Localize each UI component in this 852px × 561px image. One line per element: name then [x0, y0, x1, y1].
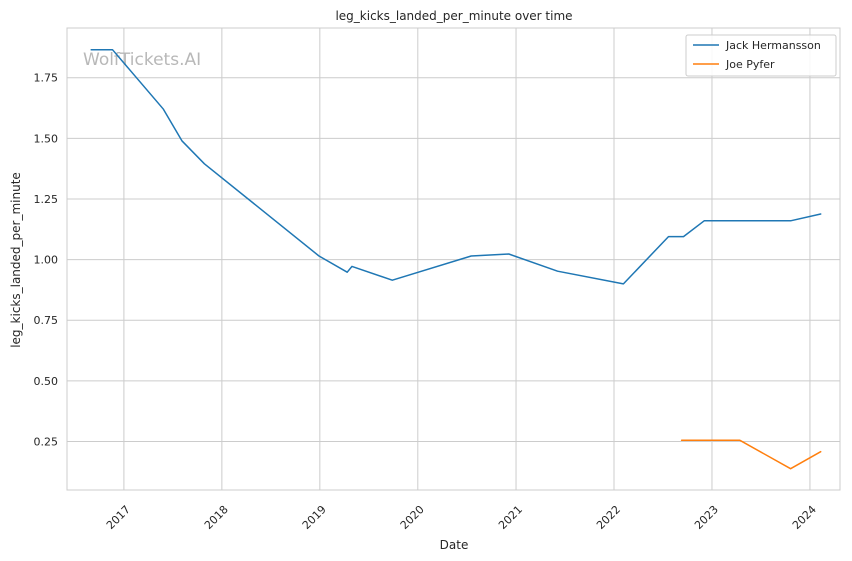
- series-line-jack-hermansson: [90, 49, 822, 285]
- legend: Jack Hermansson Joe Pyfer: [685, 34, 837, 77]
- y-tick-label: 1.75: [34, 72, 59, 85]
- x-axis-label: Date: [440, 538, 469, 552]
- y-tick-label: 0.50: [34, 375, 59, 388]
- y-tick-label: 0.25: [34, 435, 59, 448]
- y-tick-label: 1.50: [34, 132, 59, 145]
- series-line-joe-pyfer: [680, 439, 822, 470]
- legend-label-jack-hermansson: Jack Hermansson: [725, 39, 821, 52]
- y-axis-label: leg_kicks_landed_per_minute: [9, 172, 23, 348]
- plot-area-frame: [66, 27, 841, 491]
- y-tick-label: 1.25: [34, 193, 59, 206]
- legend-box: [685, 34, 837, 77]
- y-tick-label: 0.75: [34, 314, 59, 327]
- y-tick-label: 1.00: [34, 254, 59, 267]
- grid-lines: [67, 28, 840, 490]
- chart-title: leg_kicks_landed_per_minute over time: [335, 9, 572, 23]
- series-lines: [90, 49, 822, 470]
- legend-label-joe-pyfer: Joe Pyfer: [725, 58, 775, 71]
- watermark-text: WolfTickets.AI: [83, 50, 201, 70]
- y-tick-labels: 0.25 0.50 0.75 1.00 1.25 1.50 1.75: [34, 72, 59, 449]
